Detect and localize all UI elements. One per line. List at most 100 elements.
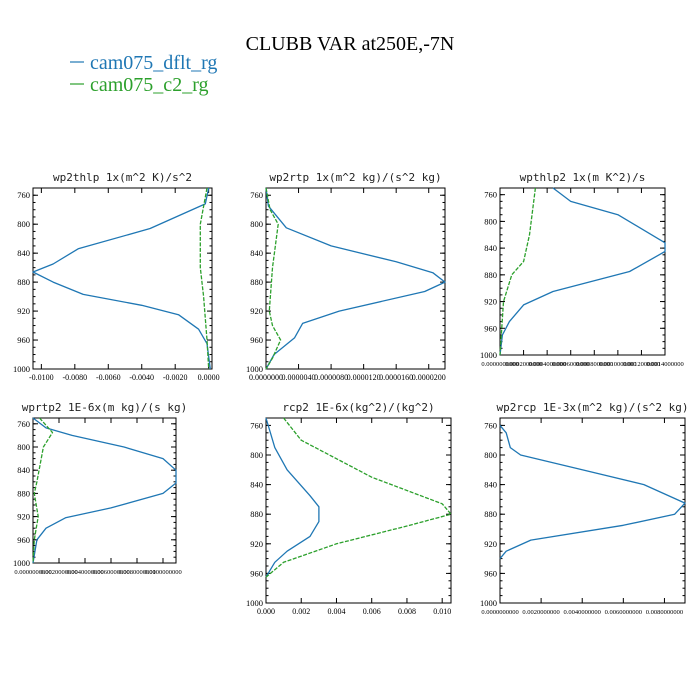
x-tick-label: 0.004 — [327, 607, 345, 616]
y-tick-label: 880 — [250, 277, 263, 287]
panel-2: wp2rtp 1x(m^2 kg)/(s^2 kg) 760 800 840 880 92… — [246, 171, 446, 382]
y-tick-label: 1000 — [246, 364, 263, 374]
x-tick-label: 0.0000000 — [249, 373, 283, 382]
x-tick-label: 0.0040000000 — [66, 569, 103, 576]
plot-frame — [265, 187, 446, 370]
y-tick-label: 1000 — [480, 598, 497, 608]
x-tick-label: 0.0040000000 — [564, 609, 601, 616]
y-tick-label: 800 — [250, 219, 263, 229]
plot-frame — [499, 417, 686, 604]
x-tick-label: 0.0002000000 — [505, 361, 542, 368]
y-tick-label: 800 — [484, 216, 497, 226]
y-tick-label: 800 — [484, 450, 497, 460]
y-tick-label: 960 — [17, 535, 30, 545]
y-tick-label: 880 — [17, 277, 30, 287]
legend-label-c2: cam075_c2_rg — [90, 74, 209, 96]
y-tick-label: 960 — [484, 568, 497, 578]
series-line-c2 — [199, 187, 210, 370]
y-tick-label: 760 — [484, 190, 497, 200]
panel-3: wpthlp2 1x(m K^2)/s 760 800 840 880 920 960 100… — [480, 171, 684, 368]
panel-title: wp2rtp 1x(m^2 kg)/(s^2 kg) — [269, 171, 441, 184]
series-line-dflt — [32, 417, 177, 564]
x-tick-label: 0.0100000000 — [144, 569, 181, 576]
y-tick-label: 1000 — [13, 558, 30, 568]
x-tick-label: 0.002 — [292, 607, 310, 616]
y-tick-label: 960 — [250, 335, 263, 345]
x-tick-label: 0.0000000000 — [481, 361, 518, 368]
x-tick-label: 0.0008000000 — [576, 361, 613, 368]
panels-container: wp2thlp 1x(m^2 K)/s^2 760 800 840 880 920 960 1… — [13, 171, 689, 616]
panel-title: wprtp2 1E-6x(m kg)/(s kg) — [22, 401, 188, 414]
y-tick-label: 960 — [17, 335, 30, 345]
series-line-c2 — [499, 187, 537, 356]
y-tick-label: 880 — [484, 509, 497, 519]
x-tick-label: 0.0020000000 — [522, 609, 559, 616]
x-tick-label: 0.0004000000 — [528, 361, 565, 368]
y-tick-label: 840 — [484, 480, 497, 490]
x-tick-label: 0.0000080 — [314, 373, 348, 382]
x-tick-label: 0.008 — [398, 607, 416, 616]
series-line-c2 — [265, 187, 282, 370]
legend-entry-dflt: cam075_dflt_rg — [70, 52, 217, 74]
x-tick-label: 0.0006000000 — [552, 361, 589, 368]
y-tick-label: 1000 — [13, 364, 30, 374]
x-tick-label: -0.0100 — [29, 373, 54, 382]
x-tick-label: -0.0080 — [62, 373, 87, 382]
y-tick-label: 760 — [484, 420, 497, 430]
panel-title: rcp2 1E-6x(kg^2)/(kg^2) — [282, 401, 434, 414]
y-tick-label: 760 — [17, 190, 30, 200]
y-tick-label: 960 — [250, 568, 263, 578]
x-tick-label: 0.0080000000 — [646, 609, 683, 616]
x-tick-label: 0.0020000000 — [40, 569, 77, 576]
x-tick-label: 0.0080000000 — [118, 569, 155, 576]
x-tick-label: 0.0000000000 — [14, 569, 51, 576]
x-tick-label: 0.0060000000 — [605, 609, 642, 616]
y-tick-label: 1000 — [480, 350, 497, 360]
y-tick-label: 880 — [484, 270, 497, 280]
y-tick-label: 960 — [484, 323, 497, 333]
y-tick-label: 840 — [250, 248, 263, 258]
y-tick-label: 920 — [250, 306, 263, 316]
y-tick-label: 800 — [17, 219, 30, 229]
legend-entry-c2: cam075_c2_rg — [70, 74, 209, 96]
x-tick-label: 0.010 — [433, 607, 451, 616]
y-tick-label: 920 — [484, 539, 497, 549]
plot-frame — [32, 417, 177, 564]
series-line-dflt — [265, 417, 320, 578]
y-tick-label: 840 — [484, 243, 497, 253]
plot-frame — [265, 417, 452, 604]
series-line-dflt — [499, 424, 686, 560]
panel-5: rcp2 1E-6x(kg^2)/(kg^2) 760 800 840 880 920 96… — [246, 401, 452, 616]
panel-title: wp2rcp 1E-3x(m^2 kg)/(s^2 kg) — [496, 401, 688, 414]
panel-title: wp2thlp 1x(m^2 K)/s^2 — [53, 171, 192, 184]
y-tick-label: 760 — [17, 419, 30, 429]
x-tick-label: 0.0000000000 — [481, 609, 518, 616]
x-tick-label: 0.0010000000 — [599, 361, 636, 368]
legend: cam075_dflt_rg cam075_c2_rg — [70, 52, 217, 96]
y-tick-label: 880 — [17, 488, 30, 498]
figure-title: CLUBB VAR at250E,-7N — [246, 33, 455, 55]
legend-label-dflt: cam075_dflt_rg — [90, 52, 217, 74]
x-tick-label: 0.0000200 — [412, 373, 446, 382]
x-tick-label: 0.0000040 — [282, 373, 316, 382]
x-tick-label: -0.0060 — [96, 373, 121, 382]
plot-frame — [499, 187, 666, 356]
y-tick-label: 880 — [250, 509, 263, 519]
x-tick-label: 0.0000 — [198, 373, 220, 382]
x-tick-label: 0.006 — [363, 607, 381, 616]
y-tick-label: 800 — [250, 450, 263, 460]
y-tick-label: 920 — [17, 306, 30, 316]
x-tick-label: 0.0014000000 — [646, 361, 683, 368]
series-line-c2 — [265, 417, 452, 578]
panel-4: wprtp2 1E-6x(m kg)/(s kg) 760 800 840 880 920… — [13, 401, 187, 576]
y-tick-label: 1000 — [246, 598, 263, 608]
x-tick-label: -0.0040 — [129, 373, 154, 382]
series-line-c2 — [32, 417, 54, 564]
x-tick-label: 0.0012000000 — [623, 361, 660, 368]
y-tick-label: 920 — [17, 512, 30, 522]
y-tick-label: 760 — [250, 190, 263, 200]
y-tick-label: 840 — [250, 480, 263, 490]
plot-frame — [32, 187, 213, 370]
y-tick-label: 840 — [17, 248, 30, 258]
